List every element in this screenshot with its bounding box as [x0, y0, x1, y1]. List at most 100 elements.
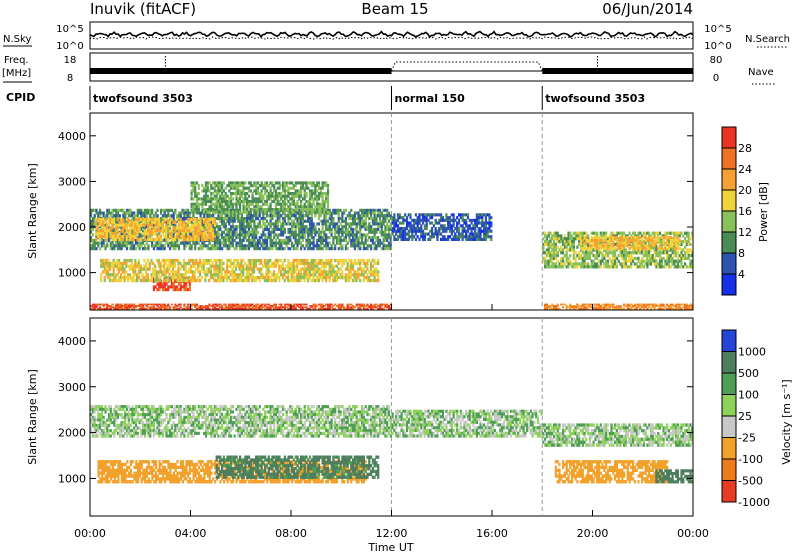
- heatmap-cell: [285, 208, 288, 212]
- heatmap-cell: [544, 259, 547, 263]
- heatmap-cell: [177, 232, 180, 236]
- heatmap-cell: [276, 186, 279, 190]
- heatmap-cell: [357, 267, 360, 271]
- heatmap-cell: [206, 306, 209, 309]
- heatmap-cell: [312, 241, 315, 245]
- heatmap-cell: [281, 273, 284, 277]
- heatmap-cell: [427, 213, 430, 217]
- heatmap-cell: [172, 278, 175, 283]
- heatmap-cell: [326, 208, 330, 212]
- heatmap-cell: [112, 264, 115, 268]
- heatmap-cell: [132, 278, 135, 283]
- heatmap-cell: [296, 194, 299, 198]
- heatmap-cell: [300, 184, 303, 188]
- heatmap-cell: [352, 217, 355, 221]
- heatmap-cell: [434, 227, 437, 231]
- heatmap-cell: [239, 236, 242, 240]
- heatmap-cell: [134, 214, 138, 218]
- heatmap-cell: [450, 218, 453, 222]
- heatmap-cell: [217, 217, 220, 221]
- heatmap-cell: [154, 237, 157, 242]
- heatmap-cell: [249, 276, 252, 280]
- heatmap-cell: [264, 241, 267, 245]
- heatmap-cell: [366, 225, 369, 229]
- heatmap-cell: [104, 307, 107, 310]
- heatmap-cell: [326, 270, 329, 274]
- heatmap-cell: [134, 273, 137, 277]
- heatmap-cell: [283, 200, 286, 204]
- heatmap-cell: [141, 273, 144, 277]
- heatmap-cell: [283, 210, 286, 214]
- heatmap-cell: [149, 303, 152, 306]
- heatmap-cell: [287, 186, 290, 190]
- heatmap-cell: [264, 181, 267, 185]
- heatmap-cell: [391, 227, 394, 231]
- heatmap-cell: [256, 244, 260, 248]
- heatmap-cell: [91, 217, 94, 221]
- heatmap-cell: [267, 264, 270, 268]
- heatmap-cell: [278, 241, 281, 245]
- heatmap-cell: [208, 217, 211, 222]
- heatmap-cell: [147, 223, 150, 227]
- heatmap-cell: [387, 305, 391, 307]
- heatmap-cell: [185, 214, 188, 218]
- heatmap-cell: [316, 230, 319, 234]
- heatmap-cell: [190, 226, 193, 230]
- heatmap-cell: [269, 222, 272, 226]
- heatmap-cell: [477, 227, 480, 231]
- heatmap-cell: [371, 236, 374, 240]
- heatmap-cell: [466, 229, 470, 233]
- heatmap-cell: [143, 267, 146, 271]
- heatmap-cell: [276, 307, 279, 310]
- heatmap-cell: [236, 258, 239, 263]
- heatmap-cell: [254, 264, 257, 268]
- heatmap-cell: [179, 214, 182, 218]
- heatmap-cell: [169, 247, 172, 251]
- heatmap-cell: [251, 236, 254, 240]
- heatmap-cell: [99, 247, 102, 251]
- heatmap-cell: [156, 223, 159, 227]
- heatmap-cell: [325, 219, 328, 223]
- heatmap-cell: [258, 305, 261, 307]
- heatmap-cell: [287, 261, 290, 266]
- heatmap-cell: [95, 247, 98, 251]
- heatmap-cell: [380, 227, 383, 231]
- heatmap-cell: [289, 233, 292, 237]
- heatmap-cell: [364, 247, 367, 251]
- heatmap-cell: [159, 223, 162, 227]
- heatmap-cell: [150, 273, 153, 277]
- heatmap-cell: [325, 247, 328, 251]
- heatmap-cell: [443, 227, 446, 231]
- heatmap-cell: [287, 194, 290, 198]
- heatmap-cell: [488, 213, 491, 217]
- heatmap-cell: [307, 261, 310, 266]
- heatmap-cell: [289, 238, 292, 242]
- heatmap-cell: [452, 229, 455, 233]
- heatmap-cell: [190, 205, 193, 209]
- heatmap-cell: [346, 278, 349, 283]
- heatmap-cell: [303, 267, 306, 271]
- heatmap-cell: [545, 242, 548, 246]
- heatmap-cell: [364, 241, 367, 245]
- heatmap-cell: [125, 241, 129, 245]
- heatmap-cell: [378, 217, 382, 221]
- heatmap-cell: [398, 213, 401, 217]
- heatmap-cell: [310, 227, 313, 231]
- heatmap-cell: [217, 181, 220, 185]
- heatmap-cell: [264, 247, 267, 251]
- heatmap-cell: [185, 244, 188, 248]
- heatmap-cell: [542, 231, 545, 235]
- heatmap-cell: [479, 237, 482, 241]
- heatmap-cell: [265, 303, 269, 306]
- heatmap-cell: [120, 217, 123, 222]
- heatmap-cell: [314, 258, 317, 263]
- heatmap-cell: [174, 237, 177, 242]
- heatmap-cell: [256, 241, 260, 245]
- heatmap-cell: [246, 200, 249, 204]
- heatmap-cell: [107, 261, 110, 266]
- heatmap-cell: [258, 270, 261, 274]
- heatmap-cell: [411, 227, 414, 231]
- heatmap-cell: [296, 225, 299, 229]
- heatmap-cell: [361, 303, 364, 306]
- heatmap-cell: [353, 222, 356, 226]
